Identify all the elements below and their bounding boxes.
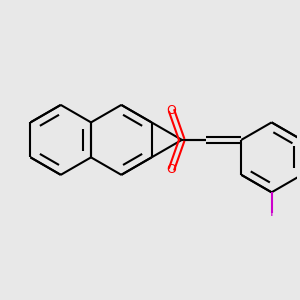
- Text: I: I: [270, 206, 273, 219]
- Text: O: O: [167, 104, 176, 117]
- Text: O: O: [167, 163, 176, 176]
